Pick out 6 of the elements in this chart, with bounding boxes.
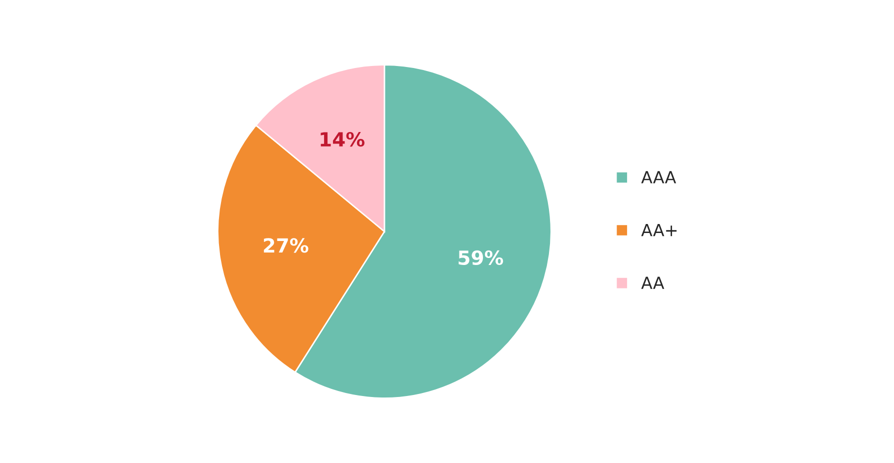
legend-label: AA (641, 276, 664, 289)
legend-label: AAA (641, 171, 676, 184)
data-label: 14% (320, 132, 364, 147)
data-label: 27% (264, 238, 308, 253)
data-label: 59% (458, 250, 504, 266)
legend-label: AA+ (641, 224, 677, 236)
